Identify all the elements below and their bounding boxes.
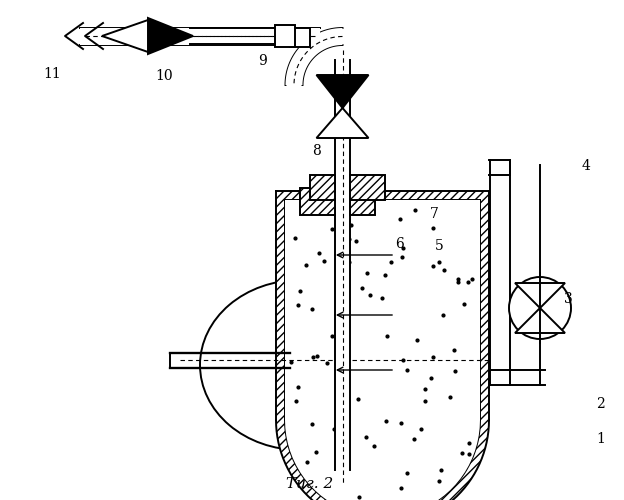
Polygon shape [480, 191, 489, 420]
Text: 3: 3 [564, 292, 573, 306]
Bar [80, 28, 320, 45]
Bar [275, 25, 295, 47]
Bar [310, 175, 335, 200]
Bar [290, 28, 310, 47]
Bar [490, 160, 510, 385]
Text: 9: 9 [258, 54, 266, 68]
Polygon shape [102, 20, 148, 52]
Text: 4: 4 [582, 159, 591, 173]
Text: 7: 7 [430, 207, 439, 221]
Bar [350, 188, 375, 215]
Text: Τиг. 2: Τиг. 2 [286, 477, 334, 491]
Polygon shape [276, 191, 285, 420]
Polygon shape [515, 308, 565, 333]
Text: 1: 1 [596, 432, 605, 446]
Polygon shape [316, 75, 369, 108]
Polygon shape [276, 191, 489, 200]
Polygon shape [316, 108, 369, 138]
Ellipse shape [200, 280, 400, 450]
Polygon shape [286, 28, 343, 85]
Polygon shape [515, 283, 565, 308]
Bar [335, 60, 350, 470]
Polygon shape [276, 420, 489, 500]
Polygon shape [148, 18, 193, 54]
Polygon shape [285, 200, 480, 500]
Text: 11: 11 [43, 67, 61, 81]
Text: 6: 6 [395, 237, 404, 251]
Bar [300, 188, 335, 215]
Bar [350, 175, 385, 200]
Circle shape [509, 277, 571, 339]
Text: 5: 5 [435, 239, 444, 253]
Text: 8: 8 [312, 144, 321, 158]
Text: 10: 10 [155, 69, 173, 83]
Text: 2: 2 [596, 397, 605, 411]
